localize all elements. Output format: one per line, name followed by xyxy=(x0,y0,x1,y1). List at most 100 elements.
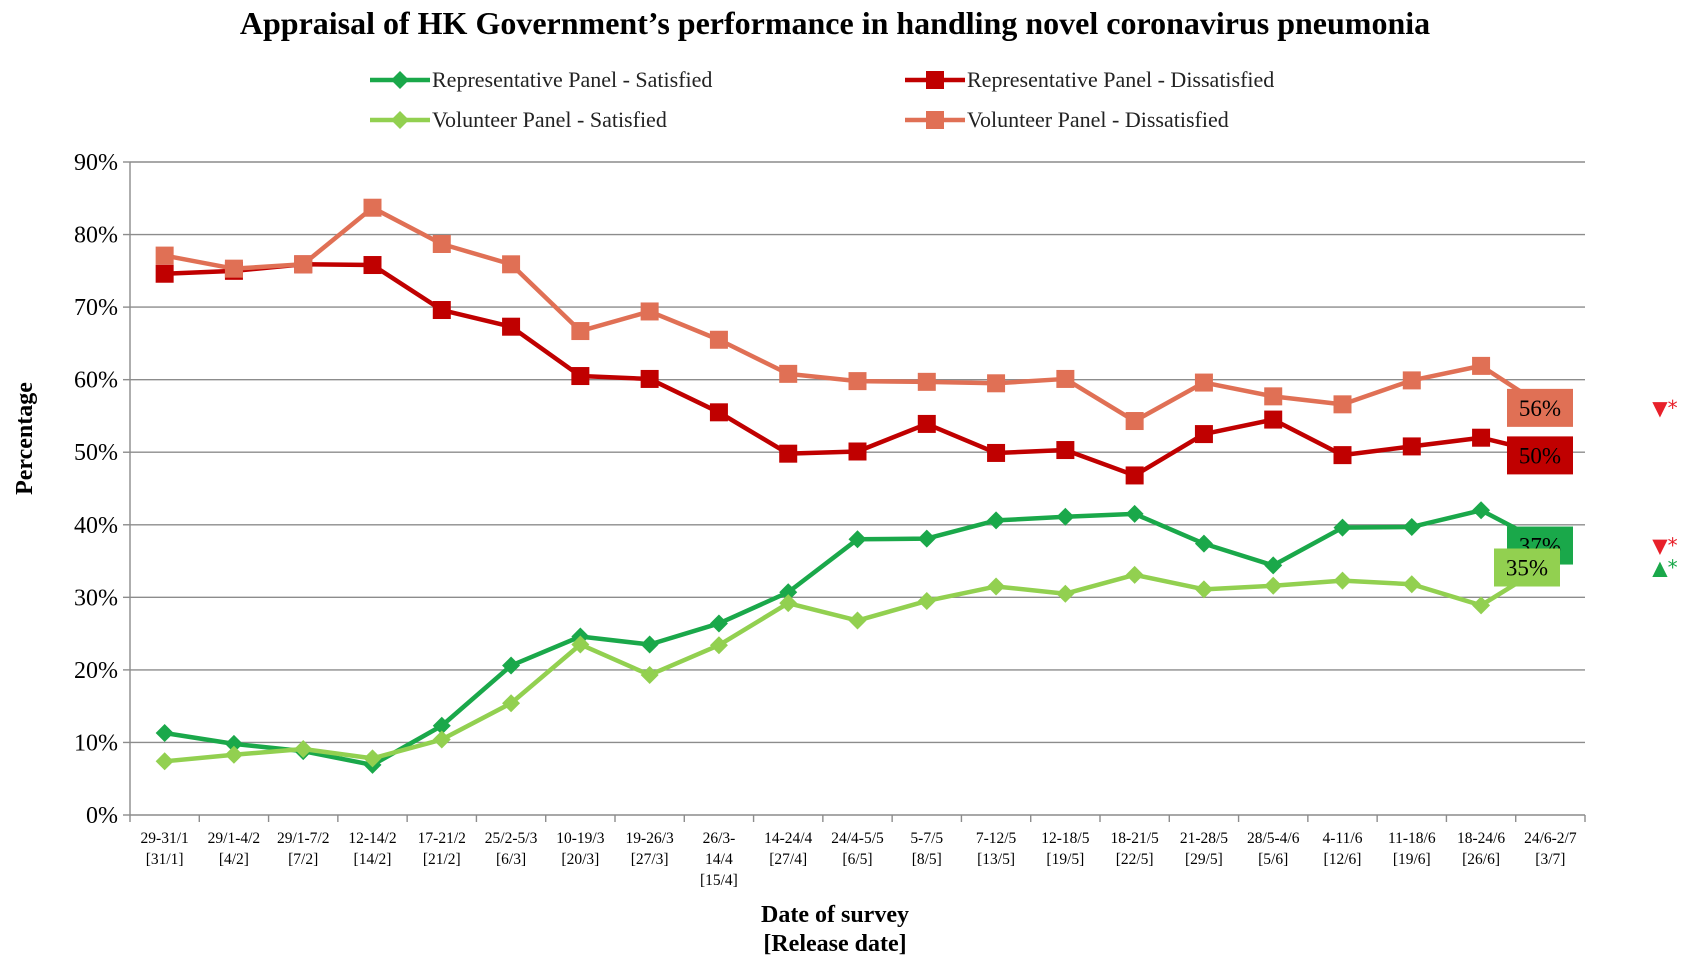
legend-swatch-marker xyxy=(926,111,944,129)
x-tick-label: 5-7/5 [8/5] xyxy=(910,830,943,868)
x-tick-label-line: [12/6] xyxy=(1324,851,1362,868)
data-point xyxy=(571,635,590,654)
x-tick-label-line: 29-31/1 xyxy=(141,830,189,847)
data-point xyxy=(432,730,451,749)
data-point xyxy=(1472,356,1491,375)
x-tick-label-line: 21-28/5 xyxy=(1180,830,1228,847)
x-tick-label-line: 29/1-4/2 xyxy=(208,830,261,847)
legend-label: Representative Panel - Dissatisfied xyxy=(967,67,1274,92)
x-tick-label-line: [5/6] xyxy=(1258,851,1288,868)
x-tick-label: 11-18/6 [19/6] xyxy=(1388,830,1436,868)
x-tick-label-line: 24/4-5/5 xyxy=(831,830,884,847)
data-point xyxy=(155,752,174,771)
change-marker: ▼* xyxy=(1652,396,1677,420)
data-point xyxy=(640,665,659,684)
x-tick-label-line: 25/2-5/3 xyxy=(485,830,538,847)
x-tick-label: 19-26/3 [27/3] xyxy=(626,830,674,868)
y-tick-labels: 0% 10% 20% 30% 40% 50% 60% 70% 80% 90% xyxy=(74,150,118,829)
x-tick-label: 25/2-5/3 [6/3] xyxy=(485,830,538,868)
x-tick-label: 14-24/4 [27/4] xyxy=(764,830,812,868)
data-point xyxy=(917,529,936,548)
data-point xyxy=(1402,517,1421,536)
x-tick-label: 26/3- 14/4 [15/4] xyxy=(700,830,738,889)
x-tick-label-line: 18-21/5 xyxy=(1111,830,1159,847)
data-point xyxy=(502,317,521,336)
y-tick-label: 50% xyxy=(74,440,118,466)
data-point xyxy=(155,264,174,283)
y-tick-label: 60% xyxy=(74,368,118,394)
data-point xyxy=(709,330,728,349)
data-point xyxy=(640,302,659,321)
data-point xyxy=(363,198,382,217)
data-point xyxy=(987,577,1006,596)
data-point xyxy=(363,256,382,275)
y-tick-label: 40% xyxy=(74,513,118,539)
data-point xyxy=(1472,596,1491,615)
data-point xyxy=(1056,369,1075,388)
data-point xyxy=(155,724,174,743)
series-1 xyxy=(155,255,1560,485)
x-tick-label: 29/1-7/2 [7/2] xyxy=(277,830,330,868)
x-tick-label-line: [27/4] xyxy=(769,851,807,868)
x-tick-label-line: [26/6] xyxy=(1462,851,1500,868)
data-point xyxy=(917,414,936,433)
legend-item: Volunteer Panel - Dissatisfied xyxy=(905,107,1229,132)
data-point xyxy=(571,367,590,386)
end-labels: 37% ▼*50%35% ▲*56% ▼* xyxy=(1494,388,1678,587)
x-tick-label: 18-24/6 [26/6] xyxy=(1457,830,1505,868)
x-tick-label-line: 5-7/5 xyxy=(910,830,943,847)
x-tick-label-line: 12-14/2 xyxy=(348,830,396,847)
data-point xyxy=(848,372,867,391)
data-point xyxy=(1333,395,1352,414)
data-point xyxy=(1194,373,1213,392)
x-tick-label: 18-21/5 [22/5] xyxy=(1111,830,1159,868)
data-point xyxy=(502,656,521,675)
end-label-text: 35% xyxy=(1506,556,1548,581)
data-point xyxy=(363,749,382,768)
data-point xyxy=(1056,507,1075,526)
legend-swatch-marker xyxy=(926,71,944,89)
end-label: 35% ▲* xyxy=(1494,548,1678,587)
legend-label: Volunteer Panel - Dissatisfied xyxy=(967,107,1229,132)
x-tick-label-line: 4-11/6 xyxy=(1323,830,1363,847)
change-marker: ▲* xyxy=(1652,556,1677,580)
data-point xyxy=(432,301,451,320)
data-point xyxy=(1264,556,1283,575)
data-point xyxy=(848,530,867,549)
x-tick-label-line: [3/7] xyxy=(1535,851,1565,868)
data-point xyxy=(224,259,243,278)
data-point xyxy=(1472,428,1491,447)
end-label: 50% xyxy=(1507,436,1573,475)
x-tick-label: 12-14/2 [14/2] xyxy=(348,830,396,868)
y-tick-label: 80% xyxy=(74,223,118,249)
x-tick-label-line: 11-18/6 xyxy=(1388,830,1436,847)
x-tick-label-line: 12-18/5 xyxy=(1041,830,1089,847)
data-point xyxy=(502,255,521,274)
data-point xyxy=(640,369,659,388)
x-tick-label-line: 7-12/5 xyxy=(976,830,1017,847)
x-tick-label-line: [14/2] xyxy=(354,851,392,868)
x-tick-label-line: [29/5] xyxy=(1185,851,1223,868)
end-label: 56% ▼* xyxy=(1507,388,1678,427)
x-tick-labels: 29-31/1 [31/1] 29/1-4/2 [4/2] 29/1-7/2 [7/2] 1… xyxy=(141,830,1577,889)
data-point xyxy=(571,322,590,341)
legend-label: Volunteer Panel - Satisfied xyxy=(432,107,667,132)
x-tick-label-line: [6/5] xyxy=(842,851,872,868)
data-point xyxy=(432,234,451,253)
x-tick-label-line: 29/1-7/2 xyxy=(277,830,330,847)
x-tick-label-line: [4/2] xyxy=(219,851,249,868)
end-label-text: 56% xyxy=(1519,396,1561,421)
data-point xyxy=(640,635,659,654)
data-point xyxy=(1402,437,1421,456)
x-tick-label-line: [20/3] xyxy=(561,851,599,868)
data-point xyxy=(502,694,521,713)
axes xyxy=(123,161,1586,822)
data-point xyxy=(224,734,243,753)
x-tick-label-line: [6/3] xyxy=(496,851,526,868)
series-0 xyxy=(155,501,1560,774)
data-point xyxy=(294,739,313,758)
legend-item: Representative Panel - Dissatisfied xyxy=(905,67,1274,92)
data-point xyxy=(1333,446,1352,465)
data-point xyxy=(294,255,313,274)
x-tick-label-line: 26/3- xyxy=(703,830,736,847)
